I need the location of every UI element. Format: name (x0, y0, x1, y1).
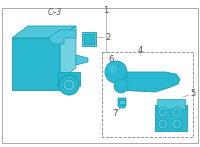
Circle shape (59, 75, 79, 95)
Circle shape (160, 110, 166, 115)
Circle shape (114, 79, 128, 93)
Bar (157, 99, 185, 109)
Text: 7: 7 (112, 108, 118, 117)
Bar (155, 105, 187, 131)
Circle shape (158, 119, 168, 129)
Circle shape (160, 122, 166, 127)
Circle shape (66, 82, 72, 88)
Polygon shape (118, 98, 126, 108)
Text: 2: 2 (105, 32, 110, 41)
Circle shape (105, 61, 127, 83)
Text: 1: 1 (103, 5, 109, 15)
Circle shape (158, 107, 168, 117)
Bar (58, 72, 80, 86)
Polygon shape (60, 26, 76, 80)
Bar (119, 100, 125, 104)
Polygon shape (115, 72, 180, 92)
Bar (82, 32, 96, 46)
Bar (84, 34, 94, 44)
Circle shape (174, 122, 180, 127)
Circle shape (63, 79, 75, 91)
Bar (12, 38, 60, 90)
Circle shape (172, 119, 182, 129)
Text: Cₗ-3: Cₗ-3 (48, 7, 62, 16)
Circle shape (174, 110, 180, 115)
Polygon shape (76, 55, 88, 65)
Text: 4: 4 (137, 46, 143, 55)
Circle shape (109, 65, 117, 73)
Text: 6: 6 (108, 55, 114, 64)
Circle shape (172, 107, 182, 117)
Polygon shape (12, 26, 76, 38)
Bar (102, 52, 193, 137)
Polygon shape (48, 30, 76, 44)
Text: 5: 5 (190, 88, 195, 97)
